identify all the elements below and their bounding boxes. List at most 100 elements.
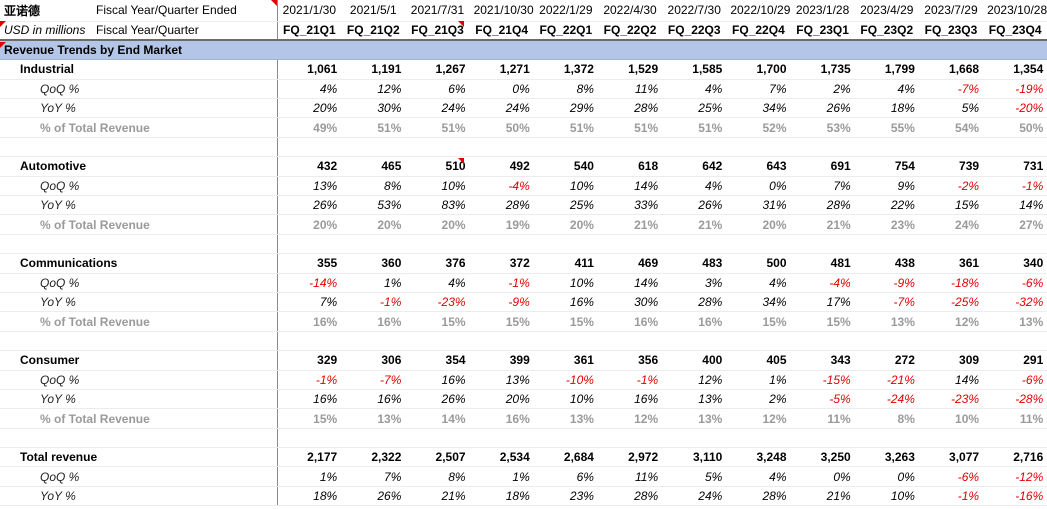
value-cell[interactable]: 2%: [790, 79, 855, 100]
empty-cell[interactable]: [341, 234, 406, 255]
value-cell[interactable]: 372: [469, 253, 534, 274]
value-cell[interactable]: 12%: [726, 408, 791, 429]
value-cell[interactable]: 355: [277, 253, 342, 274]
value-cell[interactable]: 309: [918, 350, 984, 371]
value-cell[interactable]: 13%: [854, 311, 919, 332]
value-cell[interactable]: 16%: [597, 311, 663, 332]
value-cell[interactable]: 15%: [405, 311, 470, 332]
empty-cell[interactable]: [854, 428, 919, 449]
value-cell[interactable]: 0%: [854, 466, 919, 487]
empty-cell[interactable]: [533, 428, 598, 449]
row-label[interactable]: Automotive: [0, 156, 278, 177]
quarter-header-cell[interactable]: FQ_21Q3: [405, 21, 470, 42]
row-label[interactable]: QoQ %: [0, 466, 278, 487]
value-cell[interactable]: 25%: [533, 195, 598, 216]
value-cell[interactable]: -12%: [983, 466, 1047, 487]
value-cell[interactable]: -14%: [277, 273, 342, 293]
value-cell[interactable]: 54%: [918, 117, 984, 138]
value-cell[interactable]: 24%: [662, 486, 727, 507]
value-cell[interactable]: 28%: [662, 292, 727, 313]
value-cell[interactable]: 1,529: [597, 59, 663, 80]
value-cell[interactable]: -9%: [469, 292, 534, 313]
value-cell[interactable]: -10%: [533, 370, 598, 390]
value-cell[interactable]: 16%: [469, 408, 534, 429]
row-label[interactable]: [0, 234, 278, 255]
value-cell[interactable]: 2,322: [341, 447, 406, 468]
value-cell[interactable]: -1%: [341, 292, 406, 313]
row-label[interactable]: QoQ %: [0, 176, 278, 197]
empty-cell[interactable]: [597, 331, 663, 352]
value-cell[interactable]: 7%: [277, 292, 342, 313]
value-cell[interactable]: 20%: [277, 98, 342, 119]
value-cell[interactable]: 18%: [277, 486, 342, 507]
empty-cell[interactable]: [983, 428, 1047, 449]
empty-cell[interactable]: [341, 137, 406, 158]
value-cell[interactable]: 12%: [341, 79, 406, 100]
row-label[interactable]: QoQ %: [0, 273, 278, 293]
value-cell[interactable]: -1%: [918, 486, 984, 507]
value-cell[interactable]: 53%: [790, 117, 855, 138]
empty-cell[interactable]: [662, 234, 727, 255]
value-cell[interactable]: -21%: [854, 370, 919, 390]
value-cell[interactable]: 11%: [983, 408, 1047, 429]
value-cell[interactable]: 26%: [341, 486, 406, 507]
value-cell[interactable]: 5%: [918, 98, 984, 119]
value-cell[interactable]: 16%: [277, 389, 342, 410]
value-cell[interactable]: -7%: [341, 370, 406, 390]
value-cell[interactable]: 50%: [469, 117, 534, 138]
empty-cell[interactable]: [983, 137, 1047, 158]
value-cell[interactable]: 34%: [726, 98, 791, 119]
value-cell[interactable]: 1,191: [341, 59, 406, 80]
value-cell[interactable]: -23%: [405, 292, 470, 313]
quarter-header-cell[interactable]: FQ_21Q1: [277, 21, 342, 42]
value-cell[interactable]: 20%: [469, 389, 534, 410]
empty-cell[interactable]: [405, 331, 470, 352]
value-cell[interactable]: 8%: [533, 79, 598, 100]
value-cell[interactable]: 20%: [341, 214, 406, 235]
units-label[interactable]: USD in millions: [0, 21, 92, 42]
value-cell[interactable]: 400: [662, 350, 727, 371]
empty-cell[interactable]: [918, 137, 984, 158]
value-cell[interactable]: 361: [533, 350, 598, 371]
empty-cell[interactable]: [726, 137, 791, 158]
value-cell[interactable]: 28%: [790, 195, 855, 216]
value-cell[interactable]: 438: [854, 253, 919, 274]
period-end-date-cell[interactable]: 2022/4/30: [597, 0, 663, 22]
value-cell[interactable]: -7%: [918, 79, 984, 100]
value-cell[interactable]: 12%: [597, 408, 663, 429]
value-cell[interactable]: 14%: [597, 176, 663, 197]
value-cell[interactable]: 13%: [533, 408, 598, 429]
value-cell[interactable]: -6%: [983, 370, 1047, 390]
value-cell[interactable]: 26%: [790, 98, 855, 119]
value-cell[interactable]: 739: [918, 156, 984, 177]
value-cell[interactable]: 2,177: [277, 447, 342, 468]
value-cell[interactable]: 10%: [405, 176, 470, 197]
value-cell[interactable]: 20%: [405, 214, 470, 235]
value-cell[interactable]: 12%: [662, 370, 727, 390]
empty-cell[interactable]: [597, 137, 663, 158]
value-cell[interactable]: 1%: [277, 466, 342, 487]
value-cell[interactable]: 18%: [854, 98, 919, 119]
value-cell[interactable]: 11%: [597, 79, 663, 100]
value-cell[interactable]: 21%: [597, 214, 663, 235]
empty-cell[interactable]: [341, 428, 406, 449]
value-cell[interactable]: 13%: [277, 176, 342, 197]
value-cell[interactable]: 356: [597, 350, 663, 371]
value-cell[interactable]: 2,684: [533, 447, 598, 468]
value-cell[interactable]: -4%: [790, 273, 855, 293]
value-cell[interactable]: 4%: [726, 273, 791, 293]
empty-cell[interactable]: [726, 428, 791, 449]
empty-cell[interactable]: [854, 234, 919, 255]
value-cell[interactable]: -16%: [983, 486, 1047, 507]
value-cell[interactable]: 16%: [597, 389, 663, 410]
value-cell[interactable]: 28%: [726, 486, 791, 507]
value-cell[interactable]: 8%: [854, 408, 919, 429]
value-cell[interactable]: 306: [341, 350, 406, 371]
value-cell[interactable]: 1,700: [726, 59, 791, 80]
value-cell[interactable]: -24%: [854, 389, 919, 410]
period-end-date-cell[interactable]: 2022/1/29: [533, 0, 598, 22]
value-cell[interactable]: 20%: [277, 214, 342, 235]
value-cell[interactable]: 731: [983, 156, 1047, 177]
section-title[interactable]: Revenue Trends by End Market: [0, 40, 1047, 61]
value-cell[interactable]: 7%: [790, 176, 855, 197]
